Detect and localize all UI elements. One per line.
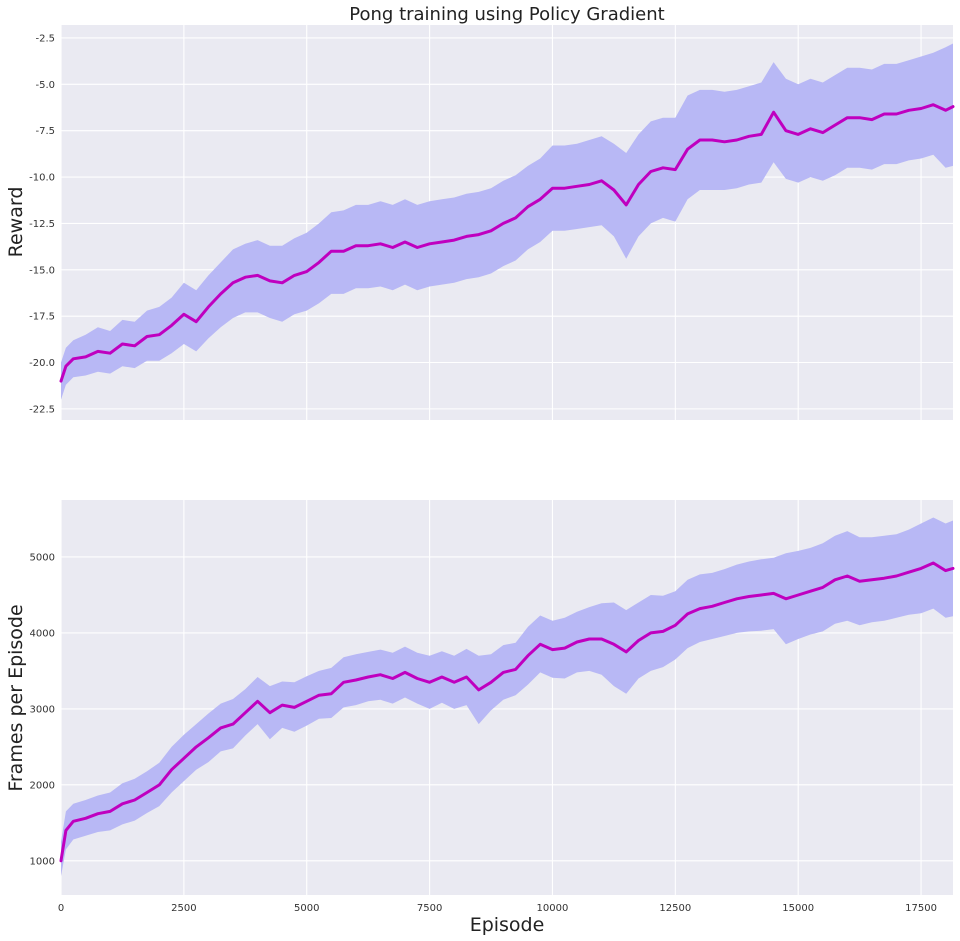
reward-plot: -22.5 -20.0 -17.5 -15.0 -12.5 -10.0 -7.5 -5.0 -2…: [5, 4, 955, 420]
reward-y-tick-label: -5.0: [35, 80, 55, 91]
x-tick-label: 10000: [537, 903, 569, 914]
frames-y-tick-label: 2000: [30, 780, 55, 791]
x-tick-label: 15000: [782, 903, 814, 914]
x-tick-label: 2500: [171, 903, 196, 914]
reward-y-tick-label: -15.0: [29, 265, 55, 276]
frames-y-tick-label: 1000: [30, 856, 55, 867]
frames-y-tick-label: 5000: [30, 552, 55, 563]
reward-y-axis-label: Reward: [5, 187, 27, 258]
reward-y-tick-label: -7.5: [35, 126, 55, 137]
x-tick-label: 7500: [417, 903, 442, 914]
x-tick-label: 12500: [659, 903, 691, 914]
frames-y-tick-label: 3000: [30, 704, 55, 715]
frames-y-axis-label: Frames per Episode: [5, 604, 27, 791]
x-tick-label: 5000: [294, 903, 319, 914]
reward-y-tick-label: -10.0: [29, 173, 55, 184]
chart-title: Pong training using Policy Gradient: [349, 4, 664, 25]
frames-y-tick-label: 4000: [30, 628, 55, 639]
reward-y-tick-label: -2.5: [35, 33, 55, 44]
frames-std-band: [61, 517, 953, 876]
reward-y-tick-label: -17.5: [29, 312, 55, 323]
reward-y-tick-label: -12.5: [29, 219, 55, 230]
x-axis-label: Episode: [470, 914, 545, 936]
x-tick-label: 0: [58, 903, 64, 914]
frames-mean-line: [59, 561, 955, 863]
reward-mean-line: [59, 103, 955, 383]
reward-y-tick-label: -22.5: [29, 404, 55, 415]
x-tick-label: 17500: [905, 903, 937, 914]
frames-plot: 1000 2000 3000 4000 5000 0 2500 5000 7500 10000 1…: [5, 500, 955, 936]
reward-y-tick-label: -20.0: [29, 358, 55, 369]
